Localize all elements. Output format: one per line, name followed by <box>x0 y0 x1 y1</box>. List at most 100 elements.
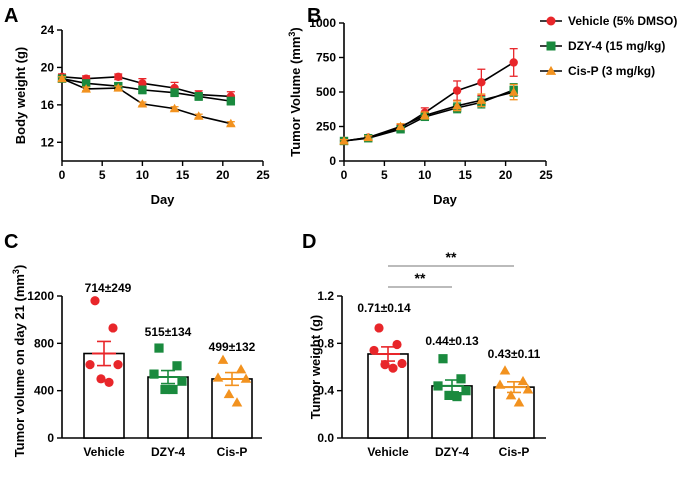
data-point <box>169 103 180 113</box>
data-point <box>168 384 178 395</box>
x-tick-label: 25 <box>256 168 270 182</box>
data-point <box>363 132 374 142</box>
legend-marker <box>546 41 556 51</box>
value-annotation: 714±249 <box>85 281 132 295</box>
data-point <box>154 343 164 353</box>
category-label: DZY-4 <box>151 445 185 459</box>
x-tick-label: 15 <box>176 168 190 182</box>
data-point <box>369 345 379 356</box>
y-axis-label: Body weight (g) <box>13 47 28 145</box>
data-point <box>392 339 402 350</box>
data-point <box>113 360 123 370</box>
legend-marker <box>546 16 556 26</box>
y-tick-label: 0.8 <box>317 336 334 350</box>
x-axis-label: Day <box>151 192 176 207</box>
x-tick-label: 10 <box>136 168 150 182</box>
panel-D: 0.0 0.4 0.8 1.2 Tumor weight (g) Vehicle 0.71±… <box>308 249 546 459</box>
data-point <box>522 384 534 394</box>
data-point <box>456 374 466 384</box>
x-axis-label: Day <box>433 192 458 207</box>
y-tick-label: 24 <box>41 23 55 37</box>
data-point <box>444 390 454 400</box>
data-point <box>96 374 106 384</box>
data-point <box>193 111 204 120</box>
series-line-0 <box>343 61 515 142</box>
data-point <box>509 58 518 67</box>
y-tick-label: 20 <box>41 60 55 74</box>
y-tick-label: 0 <box>329 154 336 168</box>
data-point <box>505 390 517 400</box>
data-point <box>138 85 147 95</box>
data-point <box>90 296 100 306</box>
x-tick-label: 0 <box>59 168 66 182</box>
bar <box>493 386 535 439</box>
y-tick-label: 250 <box>316 120 336 134</box>
data-point <box>172 361 182 371</box>
category-label: DZY-4 <box>435 445 469 459</box>
y-axis-label: Tumor Volume (mm3) <box>287 27 303 157</box>
x-tick-label: 5 <box>99 168 106 182</box>
legend-entry: DZY-4 (15 mg/kg) <box>568 39 665 53</box>
data-point <box>452 86 462 95</box>
y-tick-label: 16 <box>41 98 55 112</box>
data-point <box>395 121 406 131</box>
category-label: Cis-P <box>499 445 530 459</box>
category-label: Cis-P <box>217 445 248 459</box>
data-point <box>223 388 235 399</box>
y-axis-label: Tumor volume on day 21 (mm3) <box>11 265 27 458</box>
value-annotation: 515±134 <box>145 325 192 339</box>
data-point <box>508 87 519 96</box>
x-tick-label: 5 <box>381 168 388 182</box>
data-point <box>231 397 243 407</box>
y-tick-label: 1200 <box>27 289 54 303</box>
data-point <box>397 358 407 369</box>
data-point <box>452 100 462 110</box>
y-tick-label: 800 <box>34 336 54 350</box>
category-label: Vehicle <box>367 445 409 459</box>
data-point <box>226 96 236 106</box>
data-point <box>212 372 224 382</box>
data-point <box>226 118 236 128</box>
data-point <box>81 79 91 88</box>
legend: Vehicle (5% DMSO) DZY-4 (15 mg/kg) Cis-P (… <box>540 14 677 78</box>
panel-label-A: A <box>4 5 18 27</box>
data-point <box>57 73 67 83</box>
data-point <box>513 397 525 407</box>
data-point <box>419 110 430 120</box>
data-point <box>235 364 247 374</box>
panel-label-B: B <box>307 5 321 27</box>
data-point <box>104 377 114 387</box>
data-point <box>113 83 124 92</box>
y-tick-label: 500 <box>316 85 336 99</box>
data-point <box>374 323 384 333</box>
value-annotation: 499±132 <box>209 340 256 354</box>
x-tick-label: 25 <box>539 168 553 182</box>
y-tick-label: 0.4 <box>317 384 334 398</box>
value-annotation: 0.43±0.11 <box>488 347 541 361</box>
data-point <box>438 354 448 364</box>
panel-label-D: D <box>302 231 316 253</box>
data-point <box>149 369 159 379</box>
x-tick-label: 20 <box>499 168 513 182</box>
y-tick-label: 0.0 <box>317 431 334 445</box>
value-annotation: 0.44±0.13 <box>425 334 479 348</box>
data-point <box>138 79 147 88</box>
data-point <box>240 373 252 383</box>
data-point <box>477 78 486 87</box>
y-tick-label: 400 <box>34 384 54 398</box>
category-label: Vehicle <box>83 445 125 459</box>
significance-label: ** <box>446 249 457 265</box>
x-tick-label: 20 <box>216 168 230 182</box>
y-tick-label: 12 <box>41 135 55 149</box>
legend-entry: Vehicle (5% DMSO) <box>568 14 677 28</box>
data-point <box>85 360 95 370</box>
x-tick-label: 15 <box>459 168 473 182</box>
data-point <box>499 365 511 375</box>
data-point <box>108 323 118 333</box>
legend-entry: Cis-P (3 mg/kg) <box>568 64 655 78</box>
data-point <box>476 95 487 104</box>
data-point <box>160 384 170 395</box>
y-axis-label: Tumor weight (g) <box>308 315 323 419</box>
